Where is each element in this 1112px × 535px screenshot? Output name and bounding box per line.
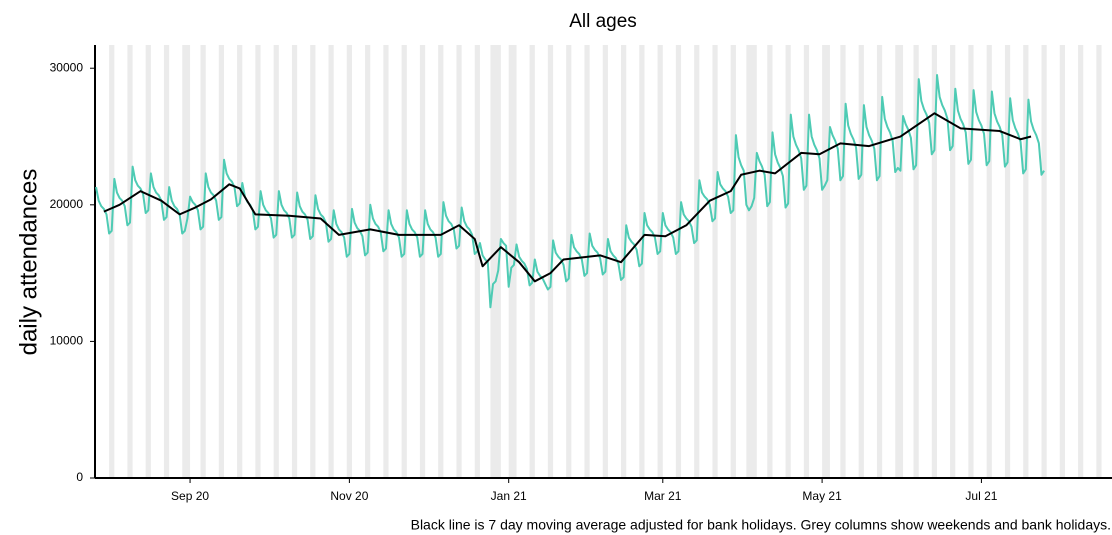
shaded-column xyxy=(182,45,191,478)
series-line xyxy=(95,74,1045,309)
shaded-column xyxy=(383,45,389,478)
shaded-column xyxy=(273,45,279,478)
shaded-column xyxy=(968,45,974,478)
shaded-column xyxy=(346,45,352,478)
shaded-column xyxy=(547,45,554,478)
shaded-column xyxy=(310,45,316,478)
shaded-column xyxy=(401,45,407,478)
shaded-column xyxy=(163,45,170,478)
shaded-column xyxy=(218,45,225,478)
shaded-column xyxy=(109,45,115,478)
x-tick-label: Nov 20 xyxy=(330,489,368,503)
x-tick-label: Jul 21 xyxy=(965,489,997,503)
shaded-column xyxy=(657,45,663,478)
shaded-column xyxy=(1004,45,1011,478)
shaded-column xyxy=(438,45,444,478)
shaded-column xyxy=(1041,45,1047,478)
shaded-column xyxy=(876,45,883,478)
shaded-column xyxy=(474,45,480,478)
shaded-column xyxy=(822,45,830,478)
shaded-column xyxy=(566,45,572,478)
shaded-column xyxy=(858,45,864,478)
y-axis-label: daily attendances xyxy=(15,169,42,356)
caption: Black line is 7 day moving average adjus… xyxy=(411,517,1111,533)
shaded-column xyxy=(785,45,791,478)
shaded-column xyxy=(1023,45,1029,478)
shaded-column xyxy=(490,45,501,478)
shaded-column xyxy=(950,45,956,478)
shaded-column xyxy=(145,45,151,478)
shaded-column xyxy=(456,45,462,478)
series-line xyxy=(103,112,1032,283)
x-tick-label: Sep 20 xyxy=(171,489,209,503)
shaded-column xyxy=(200,45,206,478)
shaded-column xyxy=(712,45,718,478)
y-tick-label: 10000 xyxy=(50,334,84,348)
shaded-columns xyxy=(109,45,1102,478)
shaded-column xyxy=(529,45,535,478)
shaded-column xyxy=(127,45,133,478)
shaded-column xyxy=(1078,45,1084,478)
shaded-column xyxy=(1096,45,1102,478)
shaded-column xyxy=(767,45,773,478)
shaded-column xyxy=(291,45,298,478)
shaded-column xyxy=(365,45,371,478)
shaded-column xyxy=(508,45,517,478)
y-tick-label: 20000 xyxy=(50,197,84,211)
shaded-column xyxy=(986,45,992,478)
shaded-column xyxy=(694,45,700,478)
x-tick-label: May 21 xyxy=(802,489,842,503)
shaded-column xyxy=(1059,45,1065,478)
shaded-column xyxy=(419,45,426,478)
x-tick-label: Jan 21 xyxy=(491,489,527,503)
shaded-column xyxy=(730,45,736,478)
y-tick-label: 30000 xyxy=(50,60,84,74)
shaded-column xyxy=(255,45,261,478)
shaded-column xyxy=(328,45,334,478)
shaded-column xyxy=(895,45,904,478)
shaded-column xyxy=(931,45,938,478)
y-tick-label: 0 xyxy=(76,470,83,484)
chart-title: All ages xyxy=(569,11,637,32)
shaded-column xyxy=(803,45,810,478)
shaded-column xyxy=(237,45,243,478)
shaded-column xyxy=(746,45,757,478)
shaded-column xyxy=(675,45,682,478)
shaded-column xyxy=(913,45,919,478)
x-tick-label: Mar 21 xyxy=(644,489,682,503)
shaded-column xyxy=(840,45,846,478)
